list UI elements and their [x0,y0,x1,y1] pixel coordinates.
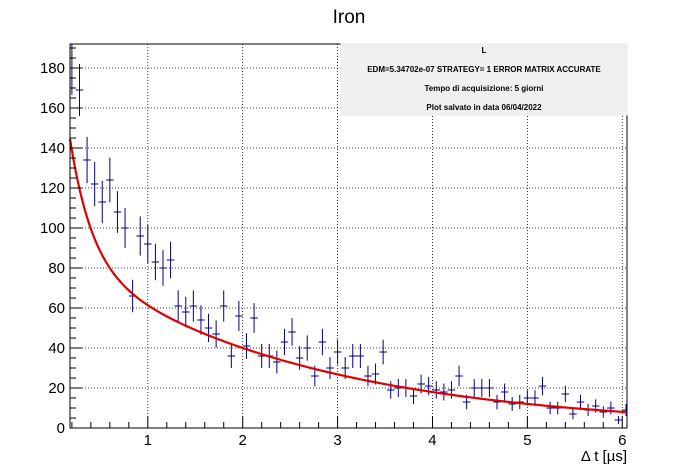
fit-curve-layer [68,138,628,414]
data-point [204,313,213,343]
x-tick-label: 3 [333,432,341,449]
data-point [440,383,448,401]
data-point [356,344,365,368]
stats-line-3: Tempo di acquisizione: 5 giorni [425,84,544,93]
data-points [70,44,627,424]
data-point [379,339,387,365]
data-point [607,401,615,415]
y-tick-label: 120 [40,180,65,197]
stats-line-1: L [482,46,487,55]
data-point [599,406,608,418]
data-point [212,320,220,348]
data-point [333,339,342,365]
data-point [500,383,509,401]
data-point [83,136,91,184]
x-tick-label: 2 [239,432,247,449]
data-point [531,390,539,406]
data-point [348,344,357,368]
data-point [576,394,585,410]
y-tick-label: 0 [57,420,65,437]
data-point [227,344,236,368]
data-point [197,305,205,335]
stats-line-4: Plot salvato in data 06/04/2022 [426,103,542,112]
data-point [485,379,494,397]
stats-box-background [340,43,628,116]
data-point [561,385,570,403]
data-point [569,408,577,420]
y-tick-label: 180 [40,60,65,77]
chart-title: Iron [333,7,366,28]
data-point [622,404,627,416]
data-point [159,250,167,286]
data-point [273,350,281,374]
y-tick-label: 20 [48,380,65,397]
data-point [106,157,114,203]
data-point [166,241,175,279]
data-point [538,376,547,396]
data-point [242,333,251,359]
y-tick-label: 60 [48,300,65,317]
data-point [318,328,327,356]
data-point [432,381,441,399]
data-point [174,290,182,322]
data-point [371,363,380,385]
data-point [189,290,198,322]
y-tick-label: 80 [48,260,65,277]
stats-box: L EDM=5.34702e-07 STRATEGY= 1 ERROR MATR… [340,43,628,116]
data-point [181,296,190,328]
data-point [364,365,372,387]
x-tick-label: 1 [144,432,152,449]
data-point [90,161,99,207]
data-point [546,401,554,415]
data-point [250,303,258,333]
data-point [470,379,479,397]
x-tick-label: 4 [428,432,436,449]
data-point [113,191,122,233]
data-point [219,290,228,322]
y-tick-label: 140 [40,140,65,157]
data-point [136,216,145,256]
data-point [409,388,418,404]
data-point [614,416,623,424]
data-point [98,180,107,224]
data-point [280,328,289,356]
y-tick-label: 100 [40,220,65,237]
stats-line-2: EDM=5.34702e-07 STRATEGY= 1 ERROR MATRIX… [367,65,601,74]
data-point [455,365,463,387]
data-point [508,397,516,411]
data-point [326,357,334,379]
data-point [144,224,152,264]
data-point [151,243,160,281]
x-tick-label: 5 [523,432,531,449]
data-point [288,318,296,346]
data-point [303,335,312,361]
y-tick-label: 40 [48,340,65,357]
data-point [70,44,76,95]
x-tick-label: 6 [618,432,626,449]
y-tick-label: 160 [40,100,65,117]
data-point [478,379,486,397]
data-point [235,301,243,331]
x-axis-label: Δ t [µs] [581,448,627,465]
data-point [121,208,129,248]
fit-curve [68,138,628,414]
data-point [75,64,84,116]
